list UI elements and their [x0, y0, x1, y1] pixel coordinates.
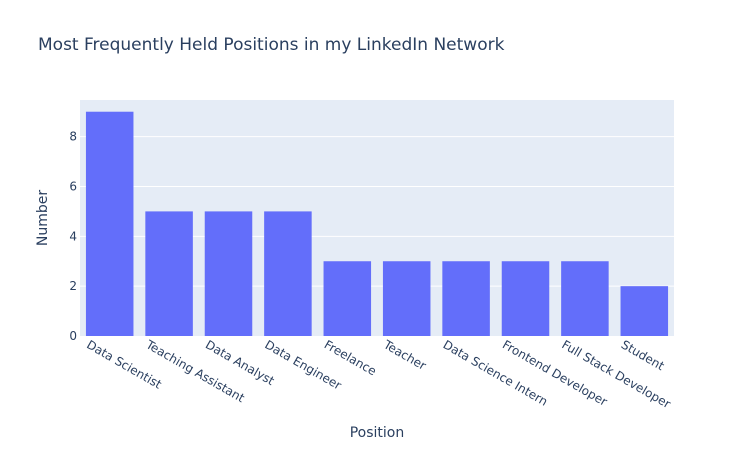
bar-freelance[interactable]: [323, 261, 372, 336]
bar-full-stack-developer[interactable]: [561, 261, 609, 336]
bar-frontend-developer[interactable]: [501, 261, 550, 336]
x-tick-label: Frontend Developer: [500, 337, 610, 408]
chart-title: Most Frequently Held Positions in my Lin…: [38, 35, 505, 55]
x-axis-title: Position: [350, 425, 405, 441]
bar-data-engineer[interactable]: [264, 211, 312, 336]
y-tick-label: 6: [69, 179, 77, 193]
y-tick-label: 4: [69, 229, 77, 243]
x-tick-label: Teacher: [380, 337, 428, 373]
y-axis-title: Number: [35, 190, 51, 246]
y-tick-label: 0: [69, 329, 77, 343]
x-tick-label: Student: [619, 337, 667, 373]
bar-data-scientist[interactable]: [85, 111, 134, 337]
bar-teacher[interactable]: [382, 261, 431, 336]
bar-teaching-assistant[interactable]: [145, 211, 193, 336]
y-tick-label: 2: [69, 279, 77, 293]
x-tick-label: Teaching Assistant: [143, 337, 247, 405]
x-tick-label: Data Science Intern: [441, 337, 551, 408]
bar-data-science-intern[interactable]: [442, 261, 490, 336]
y-tick-label: 8: [69, 130, 77, 144]
bars: [85, 111, 669, 337]
bar-data-analyst[interactable]: [204, 211, 253, 336]
x-tick-label: Full Stack Developer: [559, 337, 673, 411]
y-tick-labels: 0 2 4 6 8: [69, 130, 77, 343]
bar-student[interactable]: [620, 286, 669, 336]
